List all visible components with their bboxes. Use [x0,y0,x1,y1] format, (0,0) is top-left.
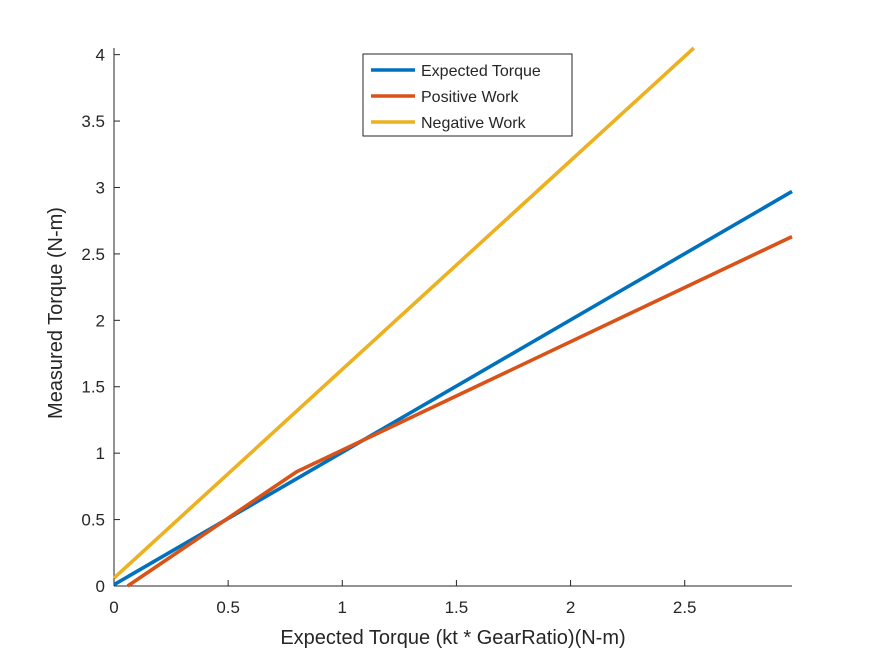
legend-label: Expected Torque [421,63,541,80]
x-tick-label: 1.5 [445,598,469,617]
y-tick-label: 4 [96,46,105,65]
x-axis-label: Expected Torque (kt * GearRatio)(N-m) [280,627,625,649]
x-tick-label: 0.5 [216,598,240,617]
legend-label: Positive Work [421,89,520,106]
series-line-2 [126,235,793,588]
y-axis-label: Measured Torque (N-m) [45,207,67,419]
y-tick-label: 3.5 [81,112,105,131]
y-tick-label: 1.5 [81,378,105,397]
x-tick-label: 2 [566,598,575,617]
x-tick-label: 1 [338,598,347,617]
x-tick-label: 0 [109,598,118,617]
legend: Expected Torque Positive Work Negative Wor… [362,53,573,137]
y-tick-label: 1 [96,444,105,463]
series-group [112,46,793,588]
axes: 0 0.5 1 1.5 2 2.5 0 0.5 1 1.5 2 2.5 3 3.5 4 [81,46,792,617]
y-tick-label: 0 [96,577,105,596]
y-tick-label: 0.5 [81,511,105,530]
legend-label: Negative Work [421,115,527,132]
series-line-3 [112,46,696,580]
y-tick-label: 3 [96,178,105,197]
y-tick-label: 2.5 [81,245,105,264]
x-tick-label: 2.5 [673,598,697,617]
y-tick-label: 2 [96,311,105,330]
